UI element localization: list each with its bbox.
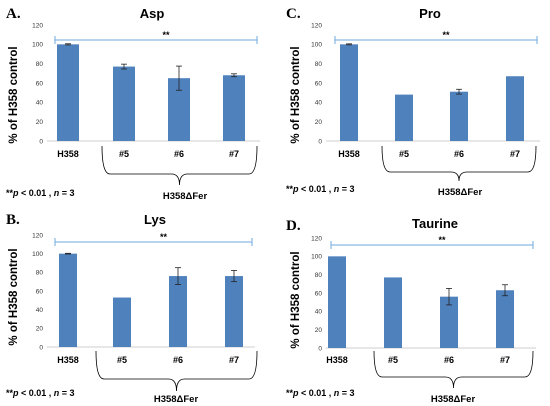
- x-tick-label: H358: [326, 355, 348, 365]
- y-tick-label: 0: [318, 138, 322, 145]
- group-label: H358ΔFer: [431, 394, 476, 405]
- significance-bracket: [334, 36, 538, 44]
- x-tick-label: #7: [500, 355, 510, 365]
- y-tick-label: 80: [36, 61, 44, 68]
- chart-title: Pro: [419, 6, 441, 21]
- significance-marker: **: [160, 232, 168, 242]
- group-brace: [95, 350, 258, 392]
- x-tick-label: #7: [510, 149, 520, 159]
- y-tick-label: 60: [36, 288, 44, 295]
- x-tick-label: #5: [388, 355, 398, 365]
- y-tick-label: 0: [39, 138, 43, 145]
- y-tick-label: 80: [315, 272, 323, 279]
- y-tick-label: 120: [32, 232, 43, 239]
- group-label: H358ΔFer: [154, 394, 199, 405]
- y-tick-label: 20: [36, 326, 44, 333]
- y-tick-label: 60: [315, 290, 323, 297]
- x-tick-label: H358: [57, 355, 79, 365]
- y-tick-label: 20: [315, 119, 323, 126]
- x-tick-label: #5: [119, 149, 129, 159]
- y-tick-label: 80: [36, 270, 44, 277]
- bar-clone-6: [168, 78, 190, 141]
- bar-clone-5: [113, 297, 131, 347]
- x-tick-label: #5: [117, 355, 127, 365]
- bar-clone-6: [169, 276, 187, 347]
- y-tick-label: 120: [32, 22, 43, 29]
- x-tick-label: #7: [229, 149, 239, 159]
- stat-note: **p < 0.01 , n = 3: [6, 188, 75, 198]
- panel-letter: D.: [286, 218, 301, 234]
- chart-panel: D. Taurine % of H358 control 0 20 40 60 80 100 12…: [286, 216, 536, 405]
- group-brace: [373, 350, 534, 389]
- bar-h358: [328, 256, 346, 348]
- chart-panel: C. Pro % of H358 control 0 20 40 60 80 100 120 H35…: [286, 6, 540, 198]
- group-brace: [101, 145, 258, 186]
- x-tick-label: #6: [444, 355, 454, 365]
- group-brace: [381, 145, 537, 182]
- significance-marker: **: [162, 30, 170, 40]
- y-axis-label: % of H358 control: [8, 46, 20, 143]
- panel-letter: A.: [6, 6, 21, 22]
- y-tick-label: 100: [311, 254, 322, 261]
- significance-marker: **: [438, 235, 446, 245]
- x-tick-label: H358: [338, 149, 360, 159]
- chart-title: Lys: [144, 212, 166, 227]
- bar-h358: [340, 44, 358, 142]
- significance-bracket: [330, 241, 534, 249]
- y-tick-label: 120: [311, 235, 322, 242]
- y-tick-label: 100: [32, 251, 43, 258]
- bar-clone-7: [496, 290, 514, 348]
- significance-bracket: [54, 238, 253, 246]
- stat-note: **p < 0.01 , n = 3: [286, 388, 355, 398]
- bar-clone-7: [223, 75, 245, 141]
- y-tick-label: 60: [36, 80, 44, 87]
- group-label: H358ΔFer: [438, 187, 483, 198]
- y-tick-label: 0: [318, 345, 322, 352]
- bar-clone-7: [225, 276, 243, 347]
- x-tick-label: #7: [229, 355, 239, 365]
- y-tick-label: 100: [32, 42, 43, 49]
- y-tick-label: 40: [36, 100, 44, 107]
- panel-letter: B.: [6, 212, 20, 228]
- x-tick-label: #6: [173, 355, 183, 365]
- stat-note: **p < 0.01 , n = 3: [6, 388, 75, 398]
- x-tick-label: #6: [174, 149, 184, 159]
- bar-clone-5: [395, 94, 413, 141]
- x-tick-label: H358: [57, 149, 79, 159]
- y-tick-label: 100: [311, 42, 322, 49]
- y-axis-label: % of H358 control: [8, 248, 20, 345]
- y-tick-label: 0: [39, 344, 43, 351]
- bar-h358: [59, 253, 77, 347]
- y-axis-label: % of H358 control: [290, 251, 302, 348]
- y-tick-label: 20: [36, 119, 44, 126]
- panel-letter: C.: [286, 6, 301, 22]
- significance-bracket: [54, 36, 258, 44]
- group-label: H358ΔFer: [163, 191, 208, 202]
- chart-title: Asp: [140, 6, 165, 21]
- y-tick-label: 40: [315, 100, 323, 107]
- y-tick-label: 40: [36, 307, 44, 314]
- y-tick-label: 80: [315, 61, 323, 68]
- y-tick-label: 60: [315, 80, 323, 87]
- chart-title: Taurine: [412, 216, 458, 231]
- bar-clone-7: [506, 76, 524, 141]
- y-tick-label: 20: [315, 327, 323, 334]
- y-tick-label: 120: [311, 22, 322, 29]
- bar-clone-5: [384, 277, 402, 348]
- x-tick-label: #5: [399, 149, 409, 159]
- stat-note: **p < 0.01 , n = 3: [286, 184, 355, 194]
- significance-marker: **: [442, 30, 450, 40]
- y-axis-label: % of H358 control: [290, 46, 302, 143]
- bar-h358: [57, 44, 79, 142]
- chart-panel: B. Lys % of H358 control 0 20 40 60 80 100 120 H35…: [6, 212, 258, 405]
- x-tick-label: #6: [454, 149, 464, 159]
- chart-panel: A. Asp % of H358 control 0 20 40 60 80 100 120 H35…: [6, 6, 260, 202]
- bar-clone-6: [450, 91, 468, 141]
- bar-clone-5: [113, 66, 135, 141]
- y-tick-label: 40: [315, 309, 323, 316]
- bar-clone-6: [440, 296, 458, 348]
